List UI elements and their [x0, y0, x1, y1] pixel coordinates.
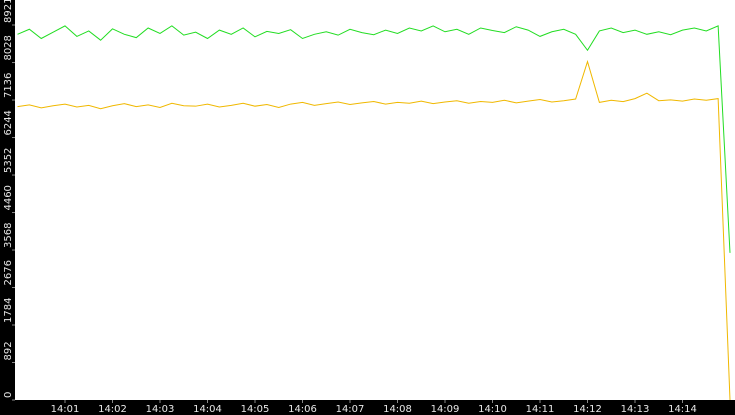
y-tick-label: 8921 [3, 0, 14, 23]
series-line [17, 25, 731, 253]
y-tick-label: 3568 [3, 223, 14, 248]
x-tick-label: 14:11 [526, 404, 555, 415]
y-tick-label: 6244 [3, 110, 14, 135]
x-tick-label: 14:05 [241, 404, 270, 415]
y-tick-label: 5352 [3, 148, 14, 173]
y-tick-label: 1784 [3, 298, 14, 323]
x-tick-label: 14:01 [51, 404, 80, 415]
x-tick-label: 14:13 [621, 404, 650, 415]
x-tick-label: 14:09 [431, 404, 460, 415]
y-tick-label: 8028 [3, 35, 14, 60]
x-tick-label: 14:14 [668, 404, 697, 415]
series-line [17, 59, 731, 401]
y-tick-label: 4460 [3, 185, 14, 210]
y-tick-label: 0 [3, 392, 14, 398]
x-tick-label: 14:08 [383, 404, 412, 415]
y-tick-label: 7136 [3, 73, 14, 98]
x-tick-label: 14:12 [573, 404, 602, 415]
x-tick-label: 14:03 [146, 404, 175, 415]
x-tick-label: 14:10 [478, 404, 507, 415]
x-tick-label: 14:02 [98, 404, 127, 415]
y-tick-label: 2676 [3, 260, 14, 285]
x-tick-label: 14:07 [336, 404, 365, 415]
x-tick-label: 14:04 [193, 404, 222, 415]
x-tick-label: 14:06 [288, 404, 317, 415]
y-tick-label: 892 [3, 341, 14, 360]
plot-area [15, 0, 735, 400]
